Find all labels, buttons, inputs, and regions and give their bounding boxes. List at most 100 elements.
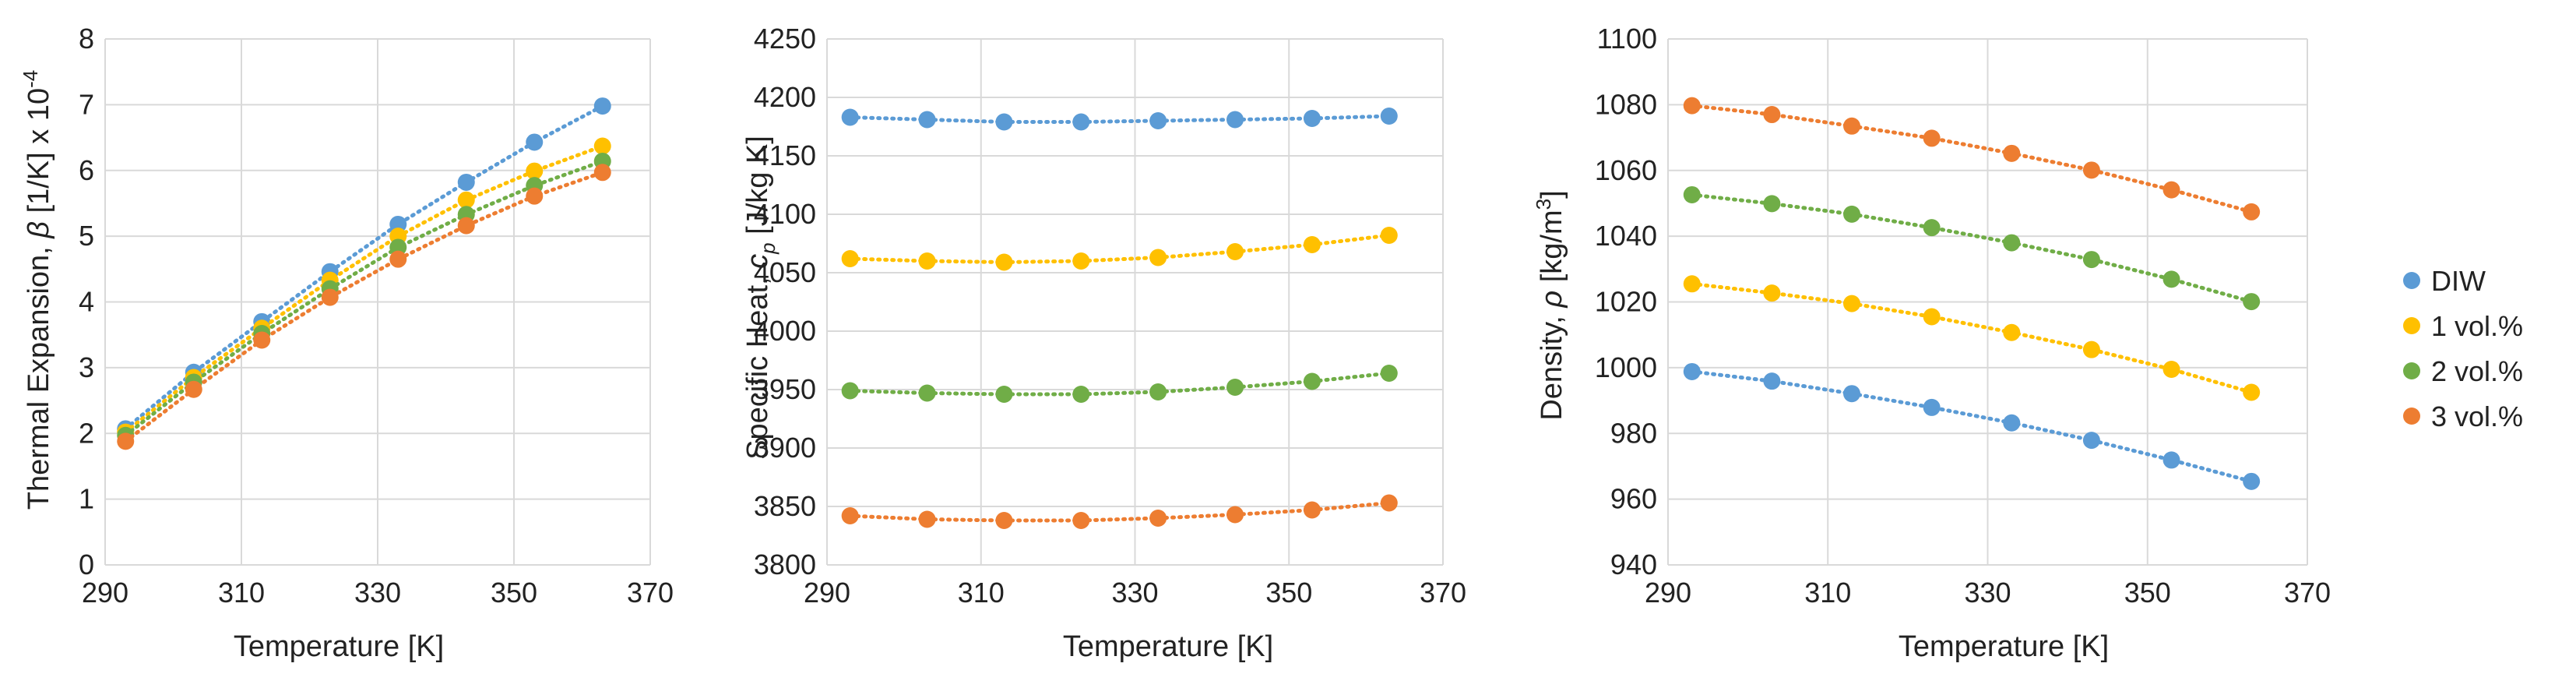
x-tick-label: 330 [1964,577,2011,609]
data-point-1-vol [2163,360,2180,378]
data-point-diw [457,173,475,191]
data-point-1-vol [457,191,475,209]
data-point-diw [1072,113,1090,131]
data-point-2-vol [2082,251,2100,269]
x-tick-label: 350 [491,577,537,609]
legend-item-2-vol: 2 vol.% [2403,355,2523,387]
data-point-1-vol [918,252,936,270]
y-tick-label: 940 [1610,549,1657,580]
y-tick-label: 3850 [754,490,816,522]
data-point-2-vol [841,382,859,400]
data-point-3-vol [185,380,202,398]
data-point-diw [1226,111,1244,129]
x-tick-label: 330 [354,577,401,609]
legend-label-2-vol: 2 vol.% [2431,355,2523,387]
data-point-3-vol [457,217,475,235]
data-point-diw [389,215,407,233]
y-tick-label: 8 [79,23,94,55]
data-point-diw [995,113,1013,131]
x-tick-label: 310 [958,577,1005,609]
series-line-1-vol [848,233,1392,265]
series-3-vol [1683,97,2261,221]
data-point-1-vol [2243,383,2261,401]
series-1-vol [1683,275,2261,401]
y-tick-label: 5 [79,220,94,252]
legend-label-3-vol: 3 vol.% [2431,400,2523,432]
data-point-3-vol [1763,106,1781,124]
data-point-2-vol [1763,195,1781,213]
series-1-vol [841,227,1398,271]
series-line-2-vol [848,371,1392,397]
data-point-3-vol [321,288,339,306]
data-point-2-vol [1843,205,1861,223]
series-line-1-vol [1690,281,2254,394]
data-point-diw [1303,110,1321,127]
data-point-1-vol [1763,284,1781,302]
data-point-1-vol [841,250,859,267]
y-tick-label: 4 [79,286,94,318]
data-point-3-vol [1683,97,1701,115]
density-chart: 940 960 980 1000 1020 1040 1060 1080 1100 290 310… [1532,23,2331,663]
data-point-2-vol [995,386,1013,403]
legend-item-diw: DIW [2403,265,2486,297]
data-point-2-vol [2003,234,2021,252]
legend: DIW 1 vol.% 2 vol.% 3 vol.% [2403,265,2523,432]
x-tick-label: 350 [1265,577,1312,609]
data-point-diw [1683,362,1701,380]
x-tick-label: 330 [1111,577,1158,609]
y-tick-label: 4050 [754,256,816,288]
data-point-3-vol [918,510,936,528]
data-point-1-vol [1072,252,1090,270]
data-point-1-vol [2082,340,2100,358]
data-point-3-vol [1380,494,1398,512]
data-point-2-vol [2163,270,2180,288]
x-tick-label: 350 [2124,577,2171,609]
y-tick-label: 1020 [1595,286,1657,318]
data-point-1-vol [1380,227,1398,244]
data-point-diw [841,108,859,126]
data-point-2-vol [1072,386,1090,403]
x-axis-label: Temperature [K] [234,630,444,663]
x-tick-label: 310 [1804,577,1851,609]
x-tick-label: 290 [1645,577,1691,609]
data-point-diw [1149,112,1167,129]
x-axis-label: Temperature [K] [1899,630,2109,663]
x-tick-label: 370 [2284,577,2331,609]
y-axis-label: Density, ρ [kg/m3] [1532,190,1568,420]
y-tick-label: 3 [79,351,94,383]
data-point-2-vol [1226,379,1244,396]
data-point-2-vol [1380,365,1398,382]
data-point-3-vol [593,164,611,182]
x-tick-label: 290 [82,577,128,609]
y-tick-label: 1000 [1595,351,1657,383]
y-tick-label: 980 [1610,417,1657,449]
legend-label-1-vol: 1 vol.% [2431,310,2523,342]
y-tick-label: 3800 [754,549,816,580]
y-tick-label: 1 [79,483,94,515]
legend-marker-3-vol [2403,408,2420,425]
y-tick-label: 2 [79,417,94,449]
series-2-vol [841,365,1398,403]
series-3-vol [117,164,611,450]
data-point-1-vol [1226,243,1244,260]
legend-item-3-vol: 3 vol.% [2403,400,2523,432]
legend-item-1-vol: 1 vol.% [2403,310,2523,342]
data-point-2-vol [1303,372,1321,390]
series-line-3-vol [123,170,605,443]
y-tick-label: 1060 [1595,154,1657,186]
data-point-diw [1923,398,1941,416]
series-line-2-vol [1690,192,2254,304]
data-point-diw [918,111,936,129]
series-line-diw [123,104,605,431]
y-tick-label: 4200 [754,81,816,113]
y-axis-label: Specific Heat, cp [J/kg K] [741,136,779,460]
legend-marker-2-vol [2403,362,2420,379]
data-point-2-vol [1923,219,1941,237]
data-point-3-vol [2082,161,2100,179]
data-point-diw [2082,432,2100,450]
series-line-2-vol [123,159,605,438]
data-point-3-vol [995,512,1013,529]
data-point-3-vol [389,250,407,268]
y-tick-label: 3900 [754,432,816,464]
x-tick-label: 370 [1420,577,1466,609]
